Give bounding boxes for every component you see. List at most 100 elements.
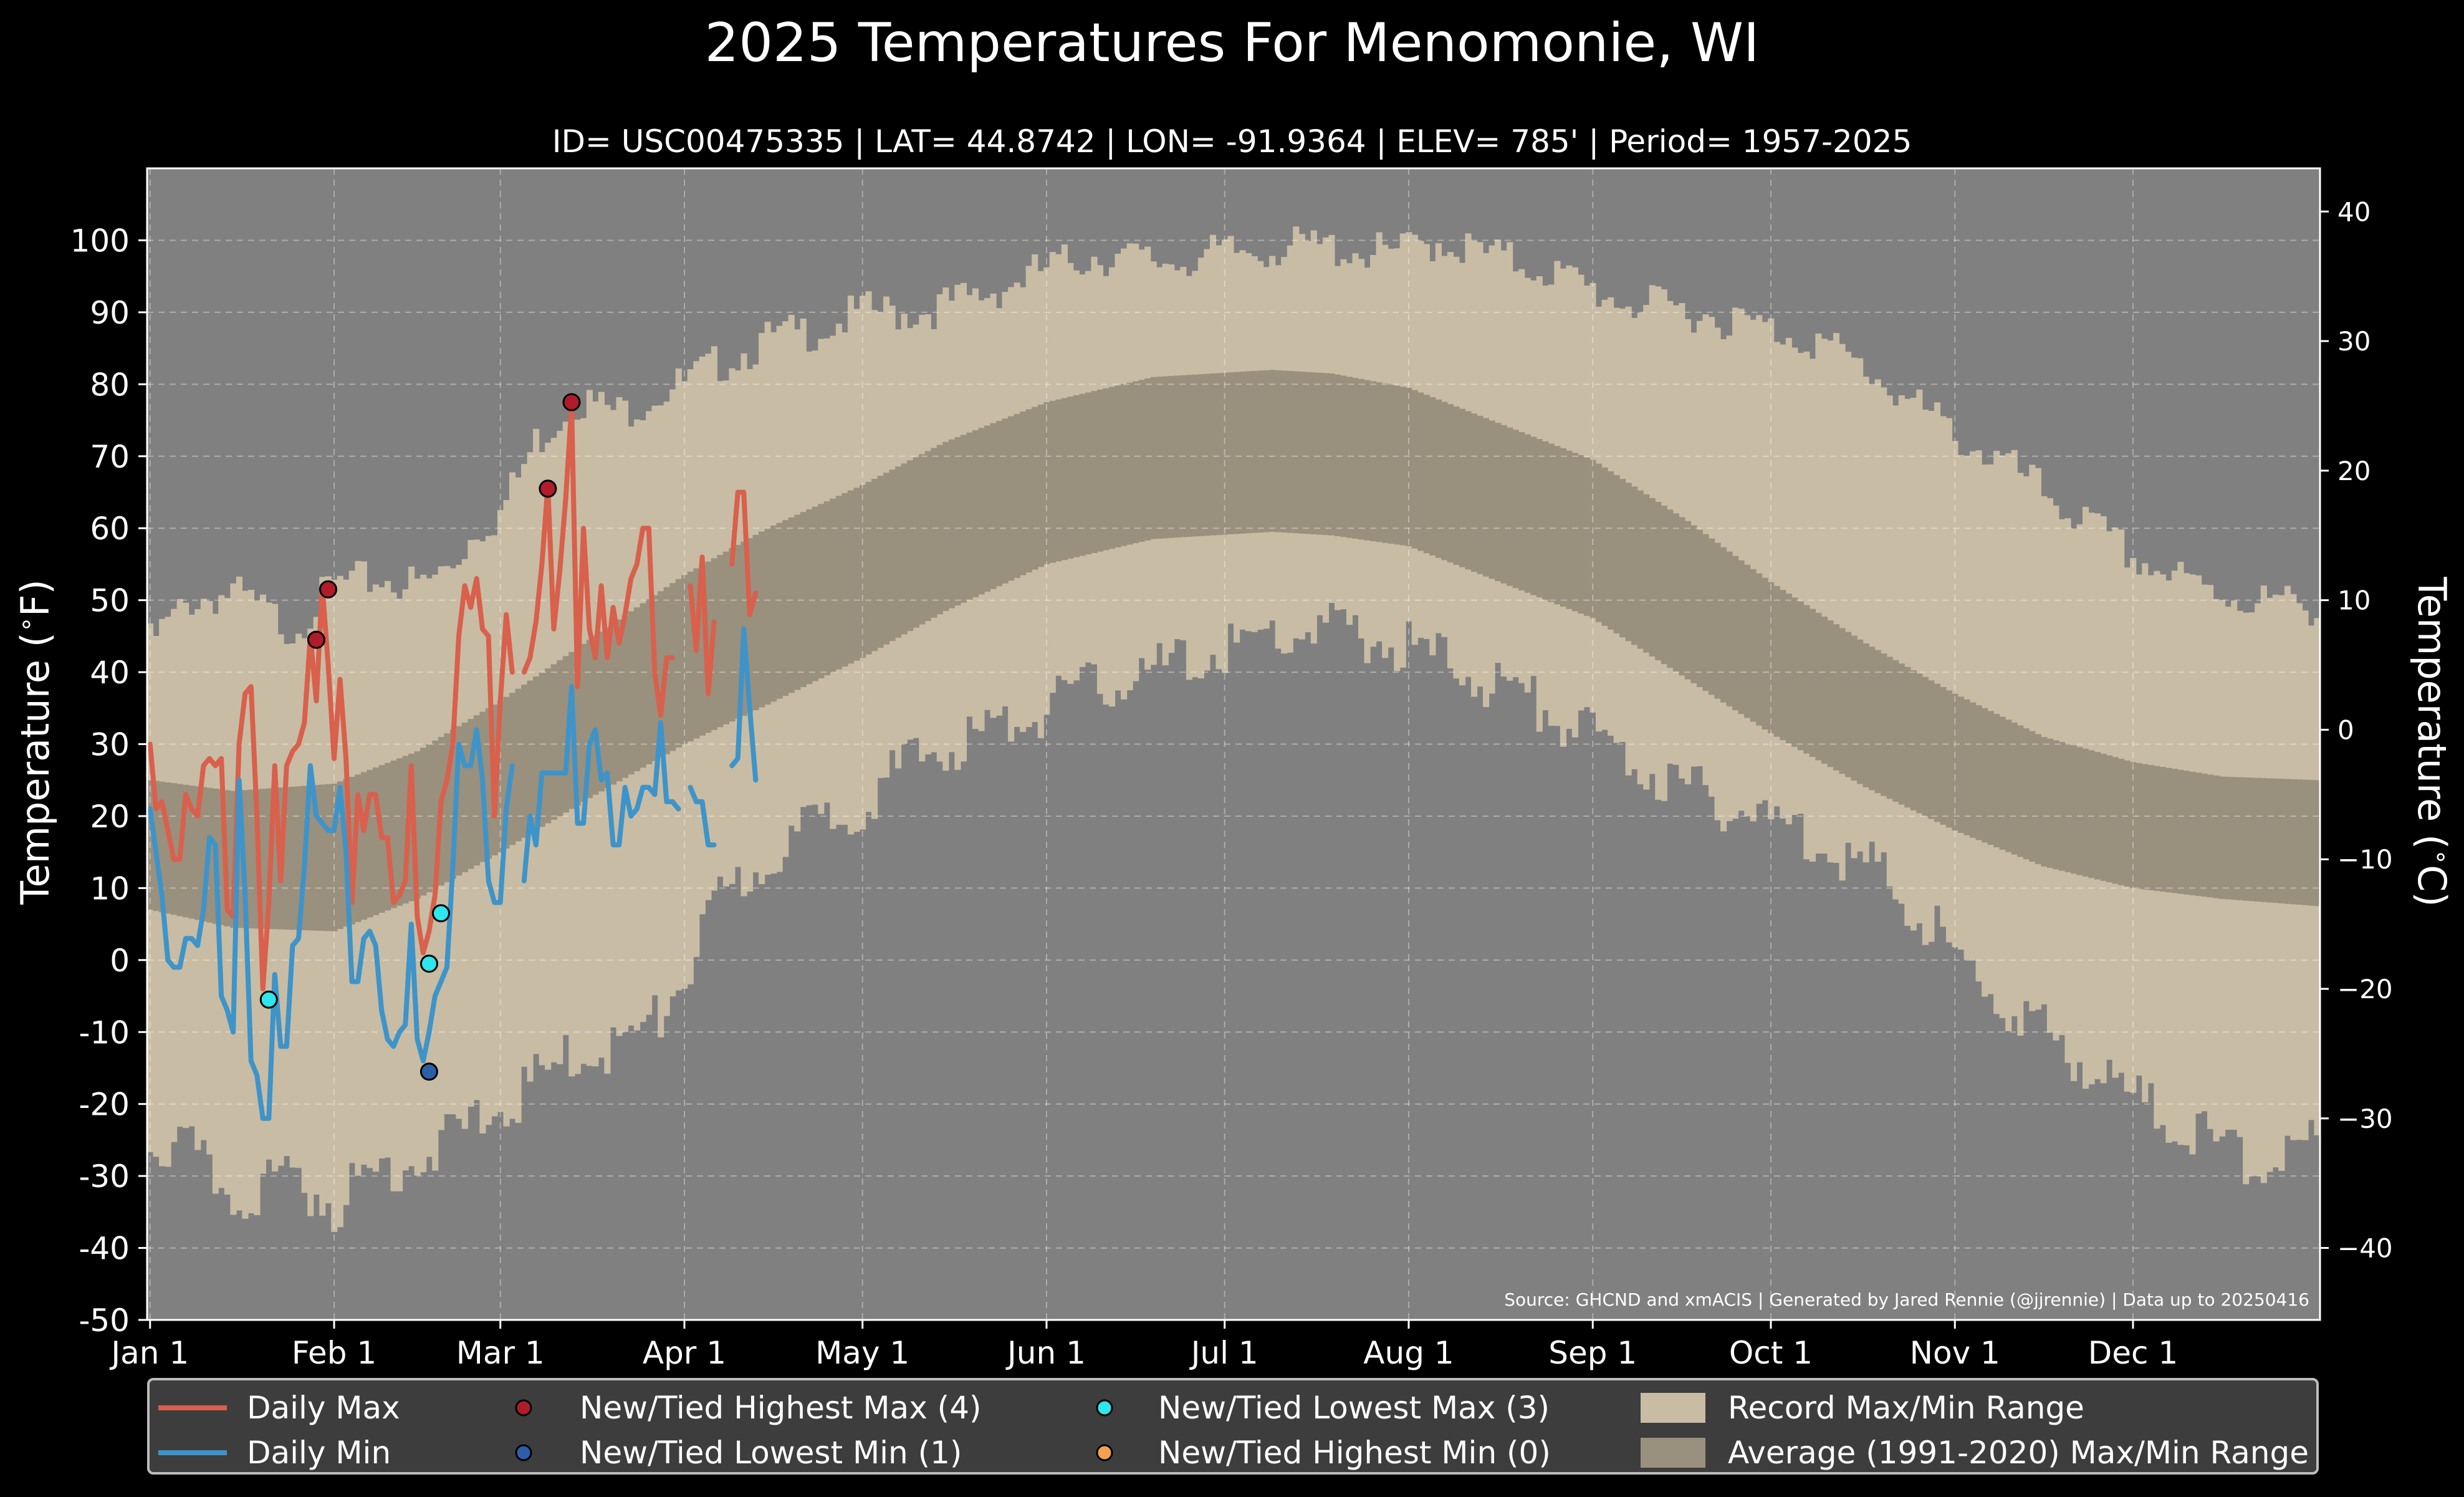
x-tick-label: Aug 1 [1363,1335,1454,1371]
y-tick-label: 10 [90,870,130,907]
average-range-bar [1975,705,1982,840]
record-range-bar [1869,383,1876,842]
average-range-bar [1073,395,1080,557]
record-range-bar [1934,402,1941,906]
average-range-bar [1869,647,1876,791]
average-range-bar [2142,764,2149,890]
average-range-bar [1251,370,1258,533]
record-range-bar [1904,398,1911,926]
y2-tick-label: −20 [2337,974,2393,1004]
average-range-bar [295,786,302,930]
average-range-bar [1762,577,1768,730]
average-range-bar [1305,372,1311,534]
average-range-bar [539,672,545,827]
series-line-segment [688,784,717,848]
daily-max-legend-line [158,1405,227,1410]
average-range-bar [1488,420,1495,579]
average-range-bar [1809,609,1816,758]
average-range-bar [966,432,973,600]
average-range-bar [1886,657,1893,799]
y-tick-label: -10 [79,1014,130,1051]
y-tick-label: 0 [110,943,130,979]
average-range-bar [2296,779,2303,905]
average-range-bar [1708,538,1715,695]
average-range-bar [1714,542,1721,699]
average-range-bar [1020,412,1027,575]
record-range-bar [1815,333,1822,854]
average-range-bar [467,719,474,869]
average-range-bar [1281,370,1288,533]
x-tick-label: Apr 1 [643,1335,726,1371]
record-range-legend-swatch [1641,1393,1705,1423]
average-range-bar [823,501,830,676]
average-range-bar [2278,779,2285,903]
average-range-bar [586,640,593,799]
average-range-bar [1287,370,1293,533]
average-range-bar [461,722,468,872]
average-range-bar [1014,413,1020,578]
average-range-bar [1399,387,1406,546]
average-range-bar [272,787,279,930]
average-range-bar [931,448,937,618]
average-range-bar [1821,616,1828,764]
average-range-bar [1376,382,1383,542]
average-range-bar [337,781,343,929]
average-range-bar [984,425,991,592]
average-range-bar [485,708,492,859]
average-range-bar [942,441,949,611]
record-range-bar [1785,337,1792,825]
record-range-bar [1910,397,1917,931]
average-range-bar [919,454,926,625]
average-range-bar [372,768,380,915]
x-tick-label: Nov 1 [1910,1335,2000,1371]
record-range-bar [1738,309,1745,811]
record-marker [307,630,325,649]
average-range-bar [936,445,943,615]
average-range-bar [147,780,154,910]
average-range-bar [1601,467,1608,626]
average-range-bar [331,783,338,931]
average-range-bar [1388,384,1394,544]
average-range-bar [1328,373,1335,536]
average-range-bar [610,623,617,785]
average-range-bar [604,627,611,788]
record-marker [259,990,278,1009]
average-range-bar [1108,387,1116,549]
new-tied-highest-maxmarkers [307,393,581,649]
average-range-bar [1275,370,1282,532]
average-range-bar [746,538,754,713]
y2-tick-label: 0 [2337,715,2354,745]
average-range-bar [1578,455,1584,614]
average-range-bar [355,774,362,922]
average-range-bar [1839,628,1846,774]
average-range-bar [2236,777,2243,900]
average-range-bar [550,664,557,820]
record-range-bar [1886,395,1893,887]
average-range-bar [2189,771,2196,895]
record-marker [539,479,557,498]
average-range-bar [515,688,522,842]
average-range-bar [2005,720,2012,852]
average-range-bar [1215,373,1222,536]
record-range-bar [1845,352,1852,843]
average-range-bar [2070,745,2078,874]
average-range-bar [759,531,765,708]
lowest-max-legend-marker [1096,1399,1113,1417]
average-range-bar [1174,375,1181,538]
average-range-bar [948,439,955,609]
average-range-bar [390,760,397,908]
average-range-bar [907,460,914,632]
record-range-bar [1773,342,1780,807]
average-range-bar [1619,479,1626,638]
average-range-bar [1435,399,1442,558]
average-range-bar [1554,446,1561,605]
average-range-bar [1364,380,1371,541]
y-tick-label: 30 [90,727,130,763]
average-range-bar [1197,374,1204,536]
average-range-bar [1738,560,1745,715]
average-range-bar [1382,383,1389,543]
average-range-bar [1417,392,1424,551]
average-range-bar [1934,683,1941,822]
x-tick-label: Oct 1 [1729,1335,1813,1371]
record-range-bar [1851,357,1858,859]
